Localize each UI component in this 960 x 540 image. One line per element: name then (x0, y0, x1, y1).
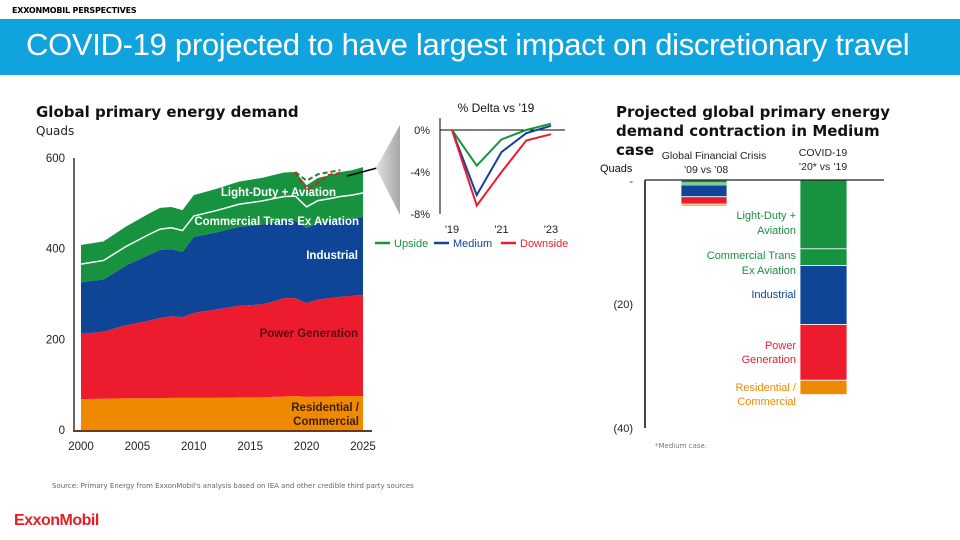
category-gfc-line2: ’09 vs ’08 (684, 164, 729, 176)
area-commercial_trans (81, 192, 363, 283)
line-downside (451, 129, 552, 208)
bar-label-residential-1: Residential / (735, 382, 796, 394)
x-tick-label: 2020 (294, 441, 320, 453)
bar-segment-power (799, 324, 848, 381)
inset-x-tick-label: '23 (544, 224, 558, 236)
bar-segment-residential (799, 379, 848, 395)
inset-y-tick-label: 0% (414, 125, 430, 137)
y-tick-label: 600 (46, 153, 65, 165)
source-note: Source: Primary Energy from ExxonMobil's… (52, 482, 414, 490)
category-gfc-line1: Global Financial Crisis (662, 150, 766, 162)
area-power (81, 294, 363, 400)
bar-label-light-duty-2: Aviation (757, 225, 796, 237)
title-banner: COVID-19 projected to have largest impac… (0, 19, 960, 75)
x-tick-label: 2010 (181, 441, 207, 453)
y-tick-label: 0 (59, 425, 65, 437)
line-medium (451, 124, 552, 198)
contraction-chart-title: Projected global primary energy demand c… (616, 103, 890, 159)
label-residential-2: Commercial (293, 416, 359, 428)
bar-label-light-duty-1: Light-Duty + (736, 210, 796, 222)
label-light-duty: Light-Duty + Aviation (221, 187, 336, 199)
exxonmobil-logo: ExxonMobil (14, 512, 99, 529)
label-residential-1: Residential / (291, 402, 360, 414)
inset-y-tick-label: -8% (410, 209, 430, 221)
inset-y-tick-label: -4% (410, 167, 430, 179)
bar-label-industrial: Industrial (751, 289, 796, 301)
y-tick-label: 400 (46, 244, 65, 256)
legend-upside-label: Upside (394, 238, 428, 250)
x-tick-label: 2000 (68, 441, 94, 453)
label-power: Power Generation (260, 328, 358, 340)
bar-segment-industrial (680, 184, 728, 198)
page-title: COVID-19 projected to have largest impac… (26, 27, 910, 62)
bar-segment-residential (680, 203, 728, 207)
line-upside (451, 122, 552, 168)
bar-label-commercial-trans-2: Ex Aviation (742, 265, 796, 277)
x-tick-label: 2015 (237, 441, 263, 453)
separator-line (80, 192, 364, 265)
delta-chart-title: % Delta vs ’19 (458, 101, 535, 115)
bar-ylabel: Quads (600, 163, 633, 175)
inset-x-tick-label: '19 (445, 224, 459, 236)
label-commercial-trans: Commercial Trans Ex Aviation (194, 216, 359, 228)
category-covid-line1: COVID-19 (799, 147, 848, 159)
section-kicker: EXXONMOBIL PERSPECTIVES (12, 6, 137, 15)
bar-label-commercial-trans-1: Commercial Trans (707, 250, 797, 262)
demand-chart-unit: Quads (36, 124, 75, 138)
bar-label-power-2: Generation (742, 354, 796, 366)
legend-downside-label: Downside (520, 238, 568, 250)
bar-label-residential-2: Commercial (737, 396, 796, 408)
bar-y-tick-label: (40) (613, 423, 633, 435)
footnote: *Medium case. (655, 442, 708, 450)
y-tick-label: 200 (46, 334, 65, 346)
legend-medium-label: Medium (453, 238, 492, 250)
category-covid-line2: ’20* vs ’19 (799, 161, 848, 173)
bar-segment-commercial_trans (799, 248, 848, 266)
bar-segment-light_duty (799, 179, 848, 250)
overlay-downside-line (294, 171, 341, 193)
x-tick-label: 2025 (350, 441, 376, 453)
bar-label-power-1: Power (765, 340, 797, 352)
bar-segment-power (680, 196, 728, 205)
zoom-funnel (376, 125, 400, 215)
demand-chart-title: Global primary energy demand (36, 103, 299, 121)
bar-y-tick-label: (20) (613, 299, 633, 311)
bar-y-tick-label: - (629, 176, 633, 188)
zoom-connector-line (346, 167, 378, 177)
inset-x-tick-label: '21 (494, 224, 508, 236)
area-light_duty (81, 167, 363, 265)
x-tick-label: 2005 (125, 441, 151, 453)
bar-segment-industrial (799, 265, 848, 325)
overlay-upside-line (294, 169, 341, 182)
area-industrial (81, 216, 363, 334)
area-residential (81, 396, 363, 430)
label-industrial: Industrial (306, 250, 358, 262)
